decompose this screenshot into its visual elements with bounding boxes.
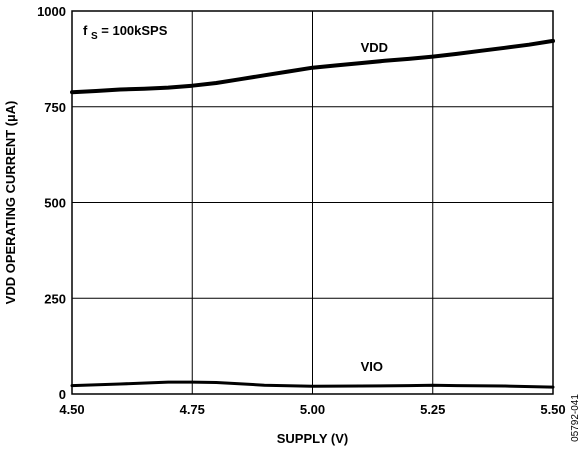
y-tick-labels: 0 250 500 750 1000 [37, 4, 66, 402]
y-tick-label: 500 [44, 196, 66, 211]
y-tick-label: 0 [59, 387, 66, 402]
series-layer [70, 38, 555, 389]
x-tick-labels: 4.50 4.75 5.00 5.25 5.50 [59, 402, 565, 417]
x-tick-label: 5.00 [300, 402, 325, 417]
series-label-vdd: VDD [361, 40, 388, 55]
x-tick-label: 4.50 [59, 402, 84, 417]
figure-code: 05792-041 [570, 394, 581, 442]
y-axis-label: VDD OPERATING CURRENT (µA) [3, 101, 18, 305]
series-line-vdd [70, 38, 555, 95]
annotation-main: f [83, 23, 88, 38]
x-axis-label: SUPPLY (V) [277, 431, 349, 446]
y-tick-label: 1000 [37, 4, 66, 19]
grid [72, 11, 553, 394]
series-label-vio: VIO [361, 359, 383, 374]
annotation-subscript: S [91, 31, 98, 42]
plot-frame [71, 10, 554, 395]
x-tick-label: 5.50 [540, 402, 565, 417]
annotation-rest: = 100kSPS [101, 23, 167, 38]
x-tick-label: 5.25 [420, 402, 445, 417]
x-tick-label: 4.75 [180, 402, 205, 417]
sample-rate-annotation: f S = 100kSPS [83, 23, 168, 42]
y-tick-label: 250 [44, 291, 66, 306]
series-line-vio [70, 380, 555, 389]
y-tick-label: 750 [44, 100, 66, 115]
